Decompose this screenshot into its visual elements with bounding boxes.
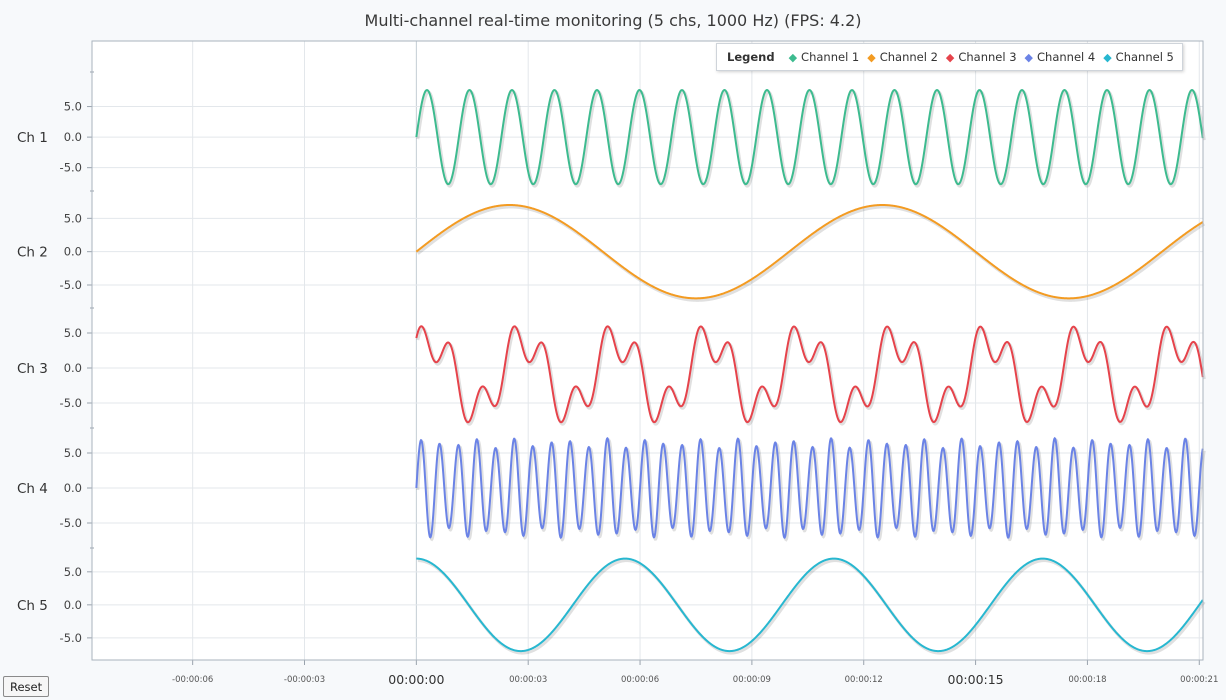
legend-entry-label: Channel 2 bbox=[879, 50, 938, 64]
y-tick-label: 5.0 bbox=[64, 100, 82, 114]
legend-entries: ◆ Channel 1 ◆ Channel 2 ◆ Channel 3 ◆ Channel 4… bbox=[789, 50, 1174, 64]
axis-layer: -00:00:06 -00:00:03 00:00:00 00:00:03 00:00:… bbox=[17, 71, 1218, 687]
y-tick-label: -5.0 bbox=[60, 161, 82, 175]
legend-entry-label: Channel 3 bbox=[958, 50, 1017, 64]
y-tick-label: 0.0 bbox=[64, 361, 82, 375]
y-tick-label: 5.0 bbox=[64, 565, 82, 579]
y-tick-label: 0.0 bbox=[64, 598, 82, 612]
x-tick-label: -00:00:03 bbox=[284, 675, 325, 685]
x-tick-label: 00:00:18 bbox=[1068, 675, 1106, 685]
x-tick-label: 00:00:06 bbox=[621, 675, 659, 685]
series-line-channel-3[interactable] bbox=[415, 325, 1204, 424]
y-tick-label: 0.0 bbox=[64, 481, 82, 495]
x-tick-label: 00:00:12 bbox=[845, 675, 883, 685]
legend-title: Legend bbox=[727, 50, 775, 64]
plot-frame bbox=[91, 40, 1204, 661]
legend-entry-label: Channel 4 bbox=[1037, 50, 1096, 64]
x-tick-label: 00:00:15 bbox=[948, 672, 1004, 687]
channel-axis-label: Ch 3 bbox=[17, 361, 48, 377]
y-tick-label: 5.0 bbox=[64, 211, 82, 225]
channel-axis-label: Ch 4 bbox=[17, 481, 48, 497]
legend[interactable]: Legend ◆ Channel 1 ◆ Channel 2 ◆ Channel 3 ◆ Ch… bbox=[716, 43, 1183, 71]
series-shadow bbox=[416, 205, 1206, 302]
legend-entry-channel-1[interactable]: ◆ Channel 1 bbox=[789, 50, 860, 64]
x-tick-label: 00:00:03 bbox=[509, 675, 547, 685]
series-shadow bbox=[416, 438, 1206, 542]
series-line-channel-2[interactable] bbox=[415, 204, 1204, 300]
y-tick-label: -5.0 bbox=[60, 631, 82, 645]
series-layer bbox=[415, 89, 1206, 655]
channel-axis-label: Ch 2 bbox=[17, 245, 48, 261]
legend-entry-channel-5[interactable]: ◆ Channel 5 bbox=[1103, 50, 1174, 64]
channel-axis-label: Ch 5 bbox=[17, 598, 48, 614]
y-tick-label: -5.0 bbox=[60, 516, 82, 530]
legend-entry-label: Channel 1 bbox=[801, 50, 860, 64]
legend-diamond-icon: ◆ bbox=[945, 50, 955, 64]
chart-title: Multi-channel real-time monitoring (5 ch… bbox=[364, 11, 862, 30]
y-tick-label: 5.0 bbox=[64, 326, 82, 340]
legend-entry-label: Channel 5 bbox=[1115, 50, 1174, 64]
series-line-channel-5[interactable] bbox=[416, 557, 1204, 653]
legend-diamond-icon: ◆ bbox=[867, 50, 876, 64]
series-line-channel-4[interactable] bbox=[415, 436, 1204, 540]
x-tick-label: 00:00:09 bbox=[733, 675, 771, 685]
y-tick-label: 0.0 bbox=[64, 130, 82, 144]
x-tick-label: 00:00:00 bbox=[388, 672, 444, 687]
legend-entry-channel-2[interactable]: ◆ Channel 2 bbox=[867, 50, 938, 64]
channel-axis-label: Ch 1 bbox=[17, 130, 48, 146]
series-line-channel-1[interactable] bbox=[415, 89, 1204, 186]
x-tick-label: 00:00:21 bbox=[1180, 675, 1218, 685]
y-tick-label: -5.0 bbox=[60, 278, 82, 292]
y-tick-label: 0.0 bbox=[64, 245, 82, 259]
legend-diamond-icon: ◆ bbox=[1024, 50, 1034, 64]
legend-entry-channel-3[interactable]: ◆ Channel 3 bbox=[946, 50, 1017, 64]
legend-entry-channel-4[interactable]: ◆ Channel 4 bbox=[1025, 50, 1096, 64]
series-shadow bbox=[416, 326, 1206, 426]
legend-diamond-icon: ◆ bbox=[1103, 50, 1112, 64]
plot-area bbox=[92, 41, 1203, 660]
y-tick-label: 5.0 bbox=[64, 446, 82, 460]
y-tick-label: -5.0 bbox=[60, 396, 82, 410]
x-tick-label: -00:00:06 bbox=[172, 675, 213, 685]
reset-button[interactable]: Reset bbox=[3, 676, 50, 697]
legend-diamond-icon: ◆ bbox=[788, 50, 798, 64]
